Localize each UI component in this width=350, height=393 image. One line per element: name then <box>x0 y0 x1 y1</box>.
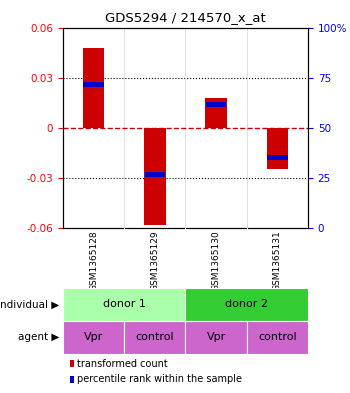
Bar <box>247 321 308 354</box>
Text: GSM1365128: GSM1365128 <box>89 230 98 291</box>
Text: agent ▶: agent ▶ <box>18 332 60 342</box>
Bar <box>205 97 227 128</box>
Text: Vpr: Vpr <box>84 332 103 342</box>
Text: donor 2: donor 2 <box>225 299 268 309</box>
Text: donor 1: donor 1 <box>103 299 146 309</box>
Text: control: control <box>135 332 174 342</box>
Bar <box>83 82 104 87</box>
Bar <box>70 360 74 367</box>
Bar <box>63 288 186 321</box>
Bar <box>124 321 186 354</box>
Bar <box>63 321 124 354</box>
Text: percentile rank within the sample: percentile rank within the sample <box>77 374 243 384</box>
Bar <box>186 288 308 321</box>
Bar <box>144 128 166 225</box>
Text: control: control <box>258 332 297 342</box>
Bar <box>83 48 104 128</box>
Bar <box>70 376 74 382</box>
Bar <box>145 172 165 177</box>
Bar <box>267 128 288 169</box>
Title: GDS5294 / 214570_x_at: GDS5294 / 214570_x_at <box>105 11 266 24</box>
Bar <box>267 155 288 160</box>
Text: GSM1365131: GSM1365131 <box>273 230 282 291</box>
Text: GSM1365130: GSM1365130 <box>212 230 220 291</box>
Text: GSM1365129: GSM1365129 <box>150 230 159 291</box>
Bar <box>206 102 226 107</box>
Text: Vpr: Vpr <box>206 332 226 342</box>
Text: individual ▶: individual ▶ <box>0 299 60 309</box>
Bar <box>186 321 247 354</box>
Text: transformed count: transformed count <box>77 359 168 369</box>
